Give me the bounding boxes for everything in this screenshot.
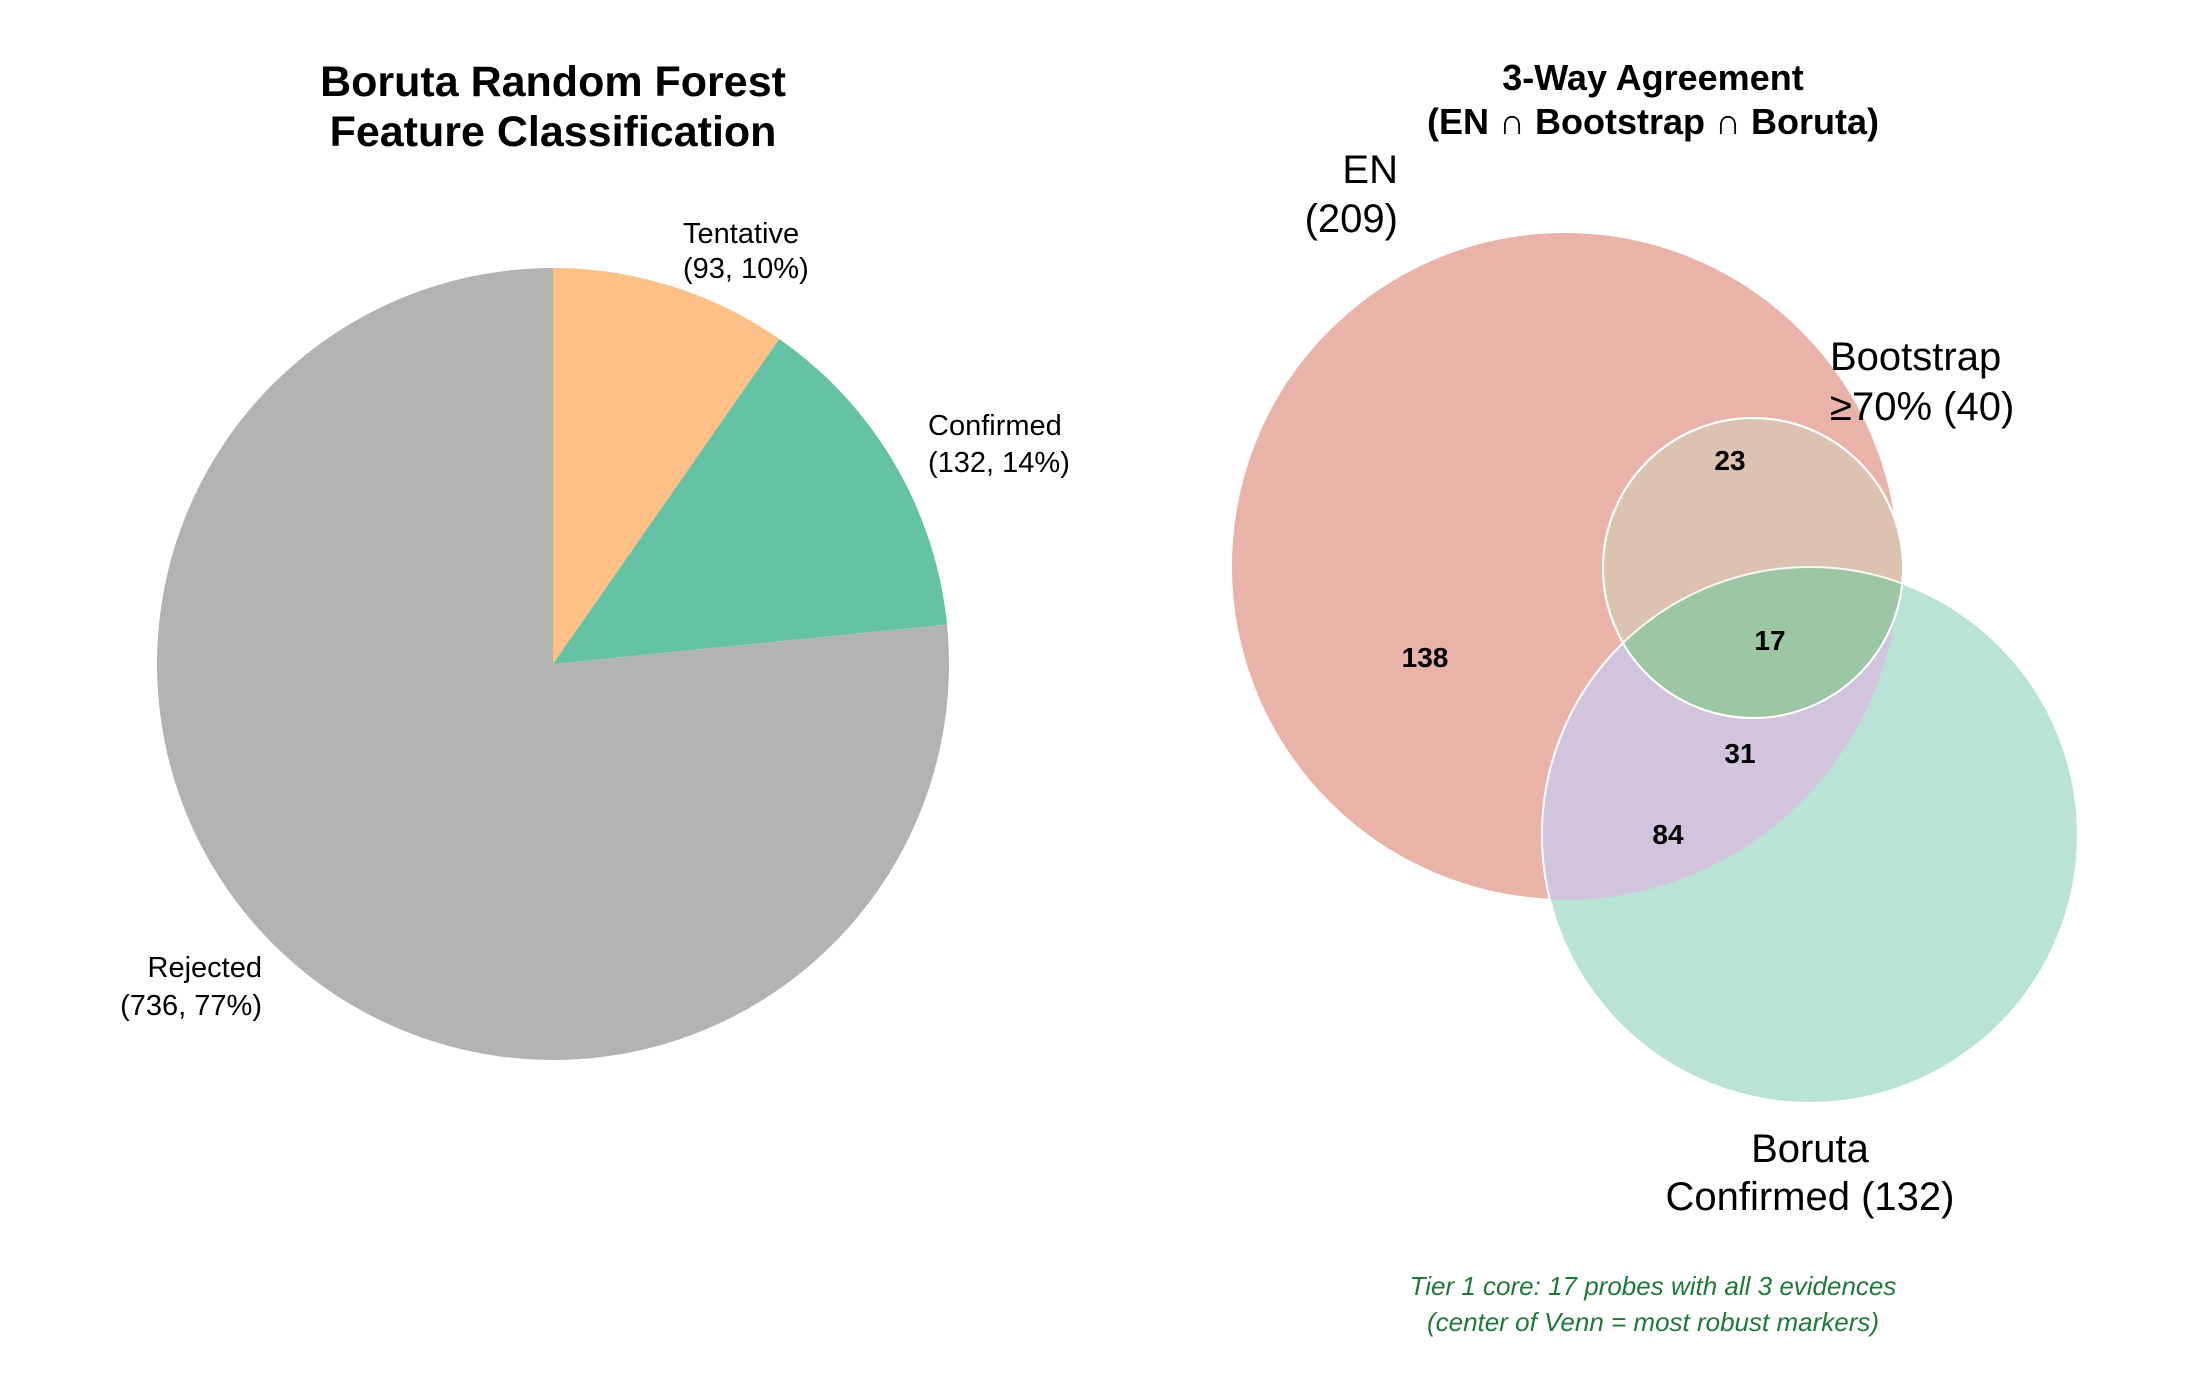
slice-label-tentative: Tentative bbox=[683, 218, 799, 250]
venn-note-line-2: (center of Venn = most robust markers) bbox=[1427, 1307, 1879, 1337]
venn-label-boruta-line-1: Boruta bbox=[1751, 1127, 1870, 1171]
pie-chart: Boruta Random Forest Feature Classificat… bbox=[120, 58, 1070, 1060]
venn-label-bootstrap-line-2: ≥70% (40) bbox=[1830, 385, 2014, 429]
venn-label-bootstrap-line-1: Bootstrap bbox=[1830, 335, 2001, 379]
slice-label-confirmed: Confirmed bbox=[928, 410, 1062, 442]
venn-label-en-line-2: (209) bbox=[1305, 197, 1398, 241]
pie-slice-tentative bbox=[553, 268, 780, 664]
venn-label-en-line-1: EN bbox=[1342, 148, 1398, 192]
pie-slice-confirmed bbox=[553, 338, 948, 664]
slice-value-confirmed: (132, 14%) bbox=[928, 447, 1070, 479]
venn-title-line-2: (EN ∩ Bootstrap ∩ Boruta) bbox=[1427, 101, 1879, 142]
slice-value-tentative: (93, 10%) bbox=[683, 253, 809, 285]
venn-count-boruta-en-lower: 84 bbox=[1652, 819, 1684, 850]
venn-count-en-boruta: 31 bbox=[1724, 738, 1755, 769]
pie-title-line-1: Boruta Random Forest bbox=[320, 58, 786, 106]
venn-diagram: 3-Way Agreement (EN ∩ Bootstrap ∩ Boruta… bbox=[1230, 57, 2079, 1337]
venn-title-line-1: 3-Way Agreement bbox=[1502, 57, 1803, 98]
pie-slice-rejected bbox=[157, 268, 950, 1060]
pie-slices bbox=[157, 268, 950, 1060]
venn-count-en-only: 138 bbox=[1402, 642, 1449, 673]
venn-count-en-bootstrap: 23 bbox=[1714, 445, 1745, 476]
slice-value-rejected: (736, 77%) bbox=[120, 990, 262, 1022]
slice-label-rejected: Rejected bbox=[148, 952, 262, 984]
venn-label-boruta-line-2: Confirmed (132) bbox=[1665, 1175, 1954, 1219]
pie-title-line-2: Feature Classification bbox=[330, 108, 777, 156]
venn-note-line-1: Tier 1 core: 17 probes with all 3 eviden… bbox=[1410, 1271, 1897, 1301]
venn-count-all-three: 17 bbox=[1754, 625, 1785, 656]
